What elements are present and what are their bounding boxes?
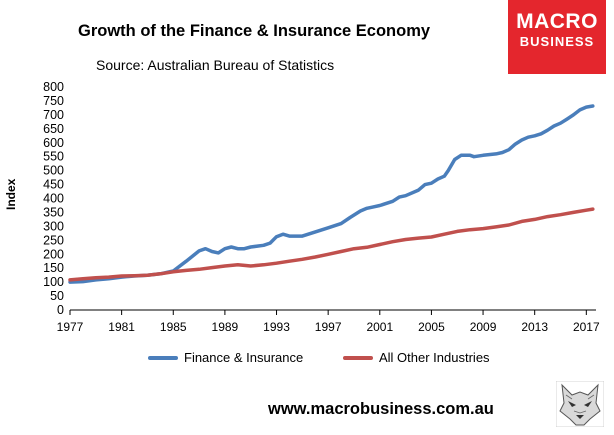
y-tick-label: 150 [43,261,64,275]
x-axis-ticks: 1977 1981 1985 1989 1993 1997 2001 2005 2009 2013… [57,310,600,334]
x-tick-label: 1977 [57,320,84,334]
chart-title: Growth of the Finance & Insurance Econom… [78,22,431,40]
y-tick-label: 550 [43,150,64,164]
legend-label-other: All Other Industries [379,350,490,365]
wolf-head-icon [556,381,604,427]
y-tick-label: 750 [43,94,64,108]
macrobusiness-logo[interactable]: MACRO BUSINESS [508,0,606,74]
y-tick-label: 50 [50,289,64,303]
y-tick-label: 0 [57,303,64,317]
y-axis-ticks: 0501001502002503003504004505005506006507… [43,80,64,317]
y-tick-label: 300 [43,219,64,233]
y-tick-label: 200 [43,247,64,261]
chart-legend: Finance & Insurance All Other Industries [0,350,614,370]
site-url-link[interactable]: www.macrobusiness.com.au [268,400,494,418]
x-tick-label: 2005 [418,320,445,334]
x-tick-label: 2013 [521,320,548,334]
x-tick-label: 1981 [108,320,135,334]
y-tick-label: 450 [43,178,64,192]
series-lines [68,104,595,284]
logo-line-1: MACRO [516,10,598,33]
series-line-other [68,207,595,282]
y-tick-label: 250 [43,233,64,247]
chart-subtitle: Source: Australian Bureau of Statistics [96,57,335,73]
legend-label-finance: Finance & Insurance [184,350,304,365]
y-tick-label: 500 [43,164,64,178]
y-tick-label: 700 [43,108,64,122]
logo-line-2: BUSINESS [519,34,595,49]
x-tick-label: 2017 [573,320,600,334]
y-tick-label: 350 [43,205,64,219]
y-tick-label: 600 [43,136,64,150]
x-tick-label: 1985 [160,320,187,334]
y-tick-label: 400 [43,192,64,206]
x-tick-label: 1997 [315,320,342,334]
series-line-finance [68,104,595,284]
legend-swatch-finance [148,355,178,360]
x-tick-label: 1989 [212,320,239,334]
legend-item-other[interactable]: All Other Industries [343,350,490,365]
line-chart: 0501001502002503003504004505005506006507… [43,80,600,334]
x-tick-label: 2001 [366,320,393,334]
x-tick-label: 2009 [470,320,497,334]
legend-item-finance[interactable]: Finance & Insurance [148,350,303,365]
x-tick-label: 1993 [263,320,290,334]
y-tick-label: 650 [43,122,64,136]
y-tick-label: 100 [43,275,64,289]
legend-swatch-other [343,355,373,360]
y-tick-label: 800 [43,80,64,94]
